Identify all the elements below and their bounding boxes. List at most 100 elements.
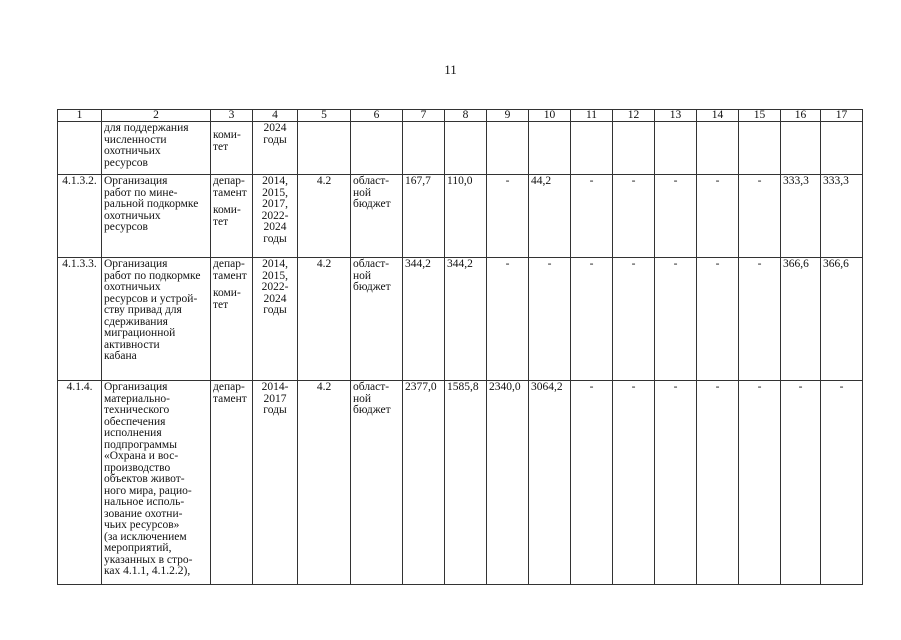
name-cell-line: ного мира, рацио- xyxy=(104,484,192,497)
years-cell-line: 2014- xyxy=(261,381,289,393)
value-cell-col-14 xyxy=(696,121,739,175)
row-number-cell: 4.1.3.3. xyxy=(57,257,102,381)
value-cell-col-16: - xyxy=(780,380,821,585)
column-header-9: 9 xyxy=(486,109,529,122)
years-cell: 2024 годы xyxy=(252,121,298,175)
years-cell: 2014- 2017 годы xyxy=(252,380,298,585)
years-cell-line: годы xyxy=(263,404,287,416)
name-cell-line: миграционной xyxy=(104,327,176,339)
name-cell-line: указанных в стро- xyxy=(104,553,193,566)
name-cell-line: охотничьих xyxy=(104,145,161,157)
source-cell: област-ной бюджет xyxy=(350,174,403,258)
name-cell-line: ресурсов xyxy=(104,156,148,169)
name-cell-line: ральной подкормке xyxy=(104,198,199,210)
column-header-16: 16 xyxy=(780,109,821,122)
source-cell: област-ной бюджет xyxy=(350,257,403,381)
source-cell-line: ной xyxy=(353,186,372,199)
years-cell-line: 2014, xyxy=(262,175,288,187)
years-cell-line: 2017 xyxy=(263,392,287,405)
years-cell-line: годы xyxy=(263,232,287,245)
value-cell-col-12: - xyxy=(612,257,655,381)
name-cell-line: сдерживания xyxy=(104,315,168,328)
column-header-10: 10 xyxy=(528,109,571,122)
value-cell-col-8: 1585,8 xyxy=(444,380,487,585)
name-cell-line: мероприятий, xyxy=(104,542,172,554)
years-cell-line: 2017, xyxy=(262,198,288,210)
value-cell-col-17: - xyxy=(820,380,863,585)
name-cell: Организация работ по подкормке охотничьих р… xyxy=(101,257,211,381)
value-cell-col-8: 110,0 xyxy=(444,174,487,258)
row-number-cell: 4.1.3.2. xyxy=(57,174,102,258)
column-header-1: 1 xyxy=(57,109,102,122)
name-cell: Организация работ по мине-ральной подкорм… xyxy=(101,174,211,258)
executor-cell: депар-тамент коми-тет xyxy=(210,174,253,258)
value-cell-col-17 xyxy=(820,121,863,175)
name-cell-line: исполнения xyxy=(104,427,162,439)
years-cell: 2014, 2015, 2022- 2024 годы xyxy=(252,257,298,381)
column-header-2: 2 xyxy=(101,109,211,122)
indicator-cell: 4.2 xyxy=(297,257,351,381)
name-cell: для поддержания численности охотничьих ресу… xyxy=(101,121,211,175)
name-cell-line: кабана xyxy=(104,350,137,362)
value-cell-col-15 xyxy=(738,121,781,175)
name-cell-line: охотничьих xyxy=(104,281,161,293)
value-cell-col-9: 2340,0 xyxy=(486,380,529,585)
years-cell-line: 2022- xyxy=(261,209,289,222)
source-cell-line: бюджет xyxy=(353,281,391,293)
column-header-15: 15 xyxy=(738,109,781,122)
source-cell-line: бюджет xyxy=(353,198,391,210)
value-cell-col-15: - xyxy=(738,257,781,381)
name-cell-line: чьих ресурсов» xyxy=(104,519,180,531)
name-cell-line: «Охрана и вос- xyxy=(104,450,179,462)
executor-cell-line: депар- xyxy=(213,175,245,187)
value-cell-col-15: - xyxy=(738,174,781,258)
name-cell-line: (за исключением xyxy=(104,530,187,543)
name-cell-line: активности xyxy=(104,338,160,351)
name-cell-line: Организация xyxy=(104,175,168,187)
name-cell-line: Организация xyxy=(104,258,168,270)
executor-cell-line: тет xyxy=(213,298,229,311)
value-cell-col-13: - xyxy=(654,257,697,381)
years-cell: 2014, 2015, 2017, 2022- 2024 годы xyxy=(252,174,298,258)
name-cell-line: ресурсов и устрой- xyxy=(104,292,198,305)
source-cell-line: ной xyxy=(353,269,372,282)
value-cell-col-13: - xyxy=(654,380,697,585)
name-cell-line: для поддержания xyxy=(104,122,189,134)
table-row: для поддержания численности охотничьих ресу… xyxy=(57,121,863,175)
column-header-7: 7 xyxy=(402,109,445,122)
indicator-cell: 4.2 xyxy=(297,380,351,585)
value-cell-col-10 xyxy=(528,121,571,175)
name-cell-line: объектов живот- xyxy=(104,473,185,485)
value-cell-col-11: - xyxy=(570,380,613,585)
value-cell-col-8: 344,2 xyxy=(444,257,487,381)
value-cell-col-11 xyxy=(570,121,613,175)
name-cell-line: численности xyxy=(104,133,167,146)
table-row: 4.1.4. Организация материально-техническог… xyxy=(57,380,863,585)
name-cell-line: ресурсов xyxy=(104,221,148,233)
value-cell-col-13 xyxy=(654,121,697,175)
indicator-cell: 4.2 xyxy=(297,174,351,258)
column-header-12: 12 xyxy=(612,109,655,122)
value-cell-col-12: - xyxy=(612,380,655,585)
value-cell-col-14: - xyxy=(696,380,739,585)
name-cell-line: подпрограммы xyxy=(104,438,177,451)
executor-cell-line: депар- xyxy=(213,258,245,270)
source-cell-line: ной xyxy=(353,392,372,405)
years-cell-line: 2024 xyxy=(263,221,287,233)
source-cell-line: област- xyxy=(353,381,390,393)
source-cell-line: област- xyxy=(353,175,390,187)
column-header-8: 8 xyxy=(444,109,487,122)
name-cell-line: работ по мине- xyxy=(104,186,178,199)
source-cell xyxy=(350,121,403,175)
value-cell-col-14: - xyxy=(696,174,739,258)
years-cell-line: 2022- xyxy=(261,281,289,293)
value-cell-col-12: - xyxy=(612,174,655,258)
column-header-17: 17 xyxy=(820,109,863,122)
years-cell-line: годы xyxy=(263,304,287,316)
name-cell-line: Организация xyxy=(104,381,168,393)
name-cell-line: работ по подкормке xyxy=(104,269,201,282)
name-cell-line: нальное исполь- xyxy=(104,496,185,508)
value-cell-col-16: 366,6 xyxy=(780,257,821,381)
years-cell-line: 2014, xyxy=(262,258,288,270)
value-cell-col-11: - xyxy=(570,257,613,381)
